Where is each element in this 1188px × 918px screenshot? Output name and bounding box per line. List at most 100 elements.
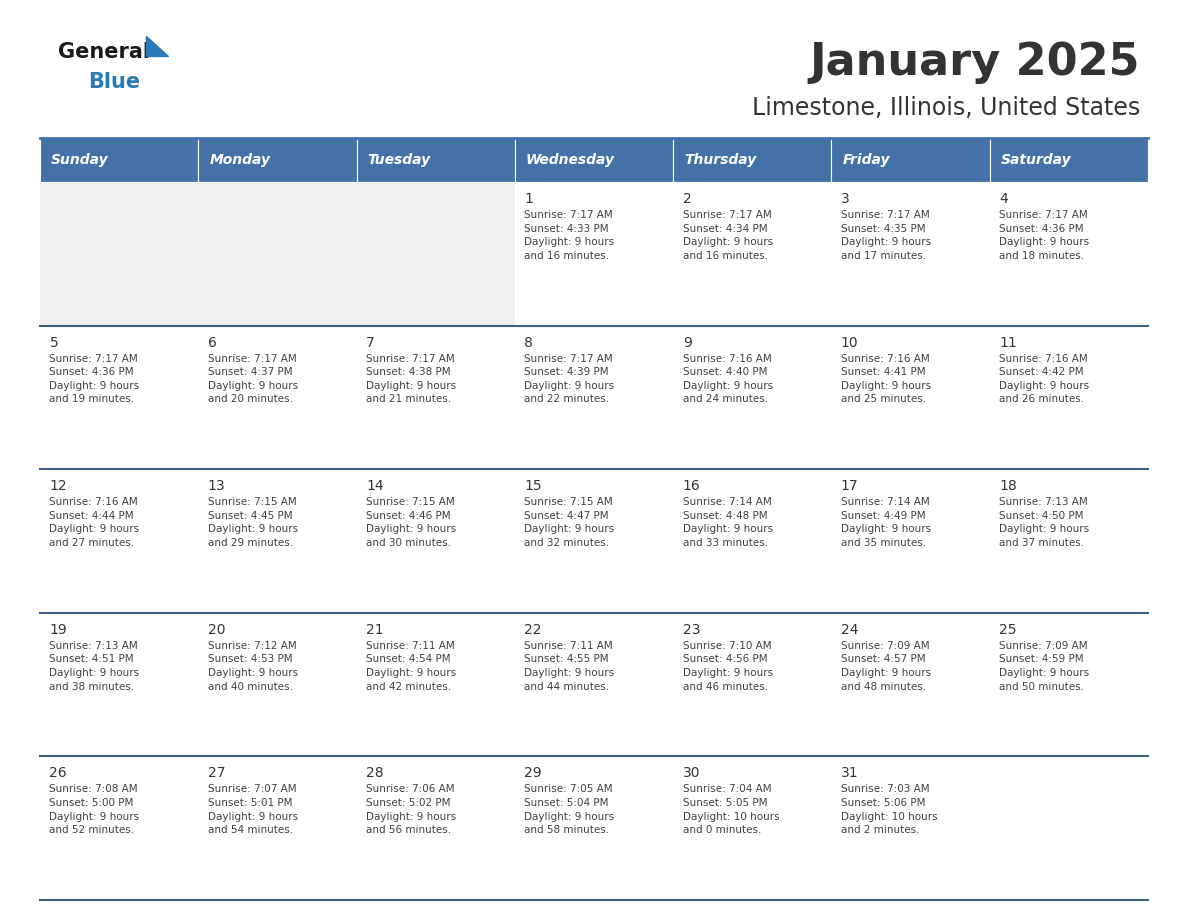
Text: Limestone, Illinois, United States: Limestone, Illinois, United States [752, 96, 1140, 120]
Text: Tuesday: Tuesday [367, 153, 431, 167]
Bar [356, 138, 514, 182]
Bar [832, 326, 990, 469]
Text: 26: 26 [50, 767, 68, 780]
Bar [40, 469, 198, 613]
Bar [674, 326, 832, 469]
Bar [40, 756, 198, 900]
Text: Sunrise: 7:14 AM
Sunset: 4:48 PM
Daylight: 9 hours
and 33 minutes.: Sunrise: 7:14 AM Sunset: 4:48 PM Dayligh… [683, 498, 772, 548]
Text: Sunrise: 7:15 AM
Sunset: 4:45 PM
Daylight: 9 hours
and 29 minutes.: Sunrise: 7:15 AM Sunset: 4:45 PM Dayligh… [208, 498, 298, 548]
Bar [356, 613, 514, 756]
Text: 12: 12 [50, 479, 68, 493]
Bar [990, 182, 1148, 326]
Bar [356, 469, 514, 613]
Text: 7: 7 [366, 336, 375, 350]
Bar [198, 182, 356, 326]
Bar [198, 756, 356, 900]
Text: 2: 2 [683, 192, 691, 206]
Text: Sunrise: 7:16 AM
Sunset: 4:42 PM
Daylight: 9 hours
and 26 minutes.: Sunrise: 7:16 AM Sunset: 4:42 PM Dayligh… [999, 353, 1089, 405]
Text: Sunrise: 7:15 AM
Sunset: 4:47 PM
Daylight: 9 hours
and 32 minutes.: Sunrise: 7:15 AM Sunset: 4:47 PM Dayligh… [524, 498, 614, 548]
Text: Sunrise: 7:03 AM
Sunset: 5:06 PM
Daylight: 10 hours
and 2 minutes.: Sunrise: 7:03 AM Sunset: 5:06 PM Dayligh… [841, 784, 937, 835]
Bar [40, 326, 198, 469]
Text: 17: 17 [841, 479, 859, 493]
Bar [674, 756, 832, 900]
Text: 1: 1 [524, 192, 533, 206]
Text: Sunrise: 7:17 AM
Sunset: 4:37 PM
Daylight: 9 hours
and 20 minutes.: Sunrise: 7:17 AM Sunset: 4:37 PM Dayligh… [208, 353, 298, 405]
Bar [514, 182, 674, 326]
Bar [514, 326, 674, 469]
Bar [514, 138, 674, 182]
Bar [832, 138, 990, 182]
Text: Sunrise: 7:12 AM
Sunset: 4:53 PM
Daylight: 9 hours
and 40 minutes.: Sunrise: 7:12 AM Sunset: 4:53 PM Dayligh… [208, 641, 298, 691]
Bar [40, 182, 198, 326]
Text: 20: 20 [208, 622, 226, 637]
Text: Sunrise: 7:17 AM
Sunset: 4:33 PM
Daylight: 9 hours
and 16 minutes.: Sunrise: 7:17 AM Sunset: 4:33 PM Dayligh… [524, 210, 614, 261]
Bar [674, 613, 832, 756]
Text: 19: 19 [50, 622, 68, 637]
Bar [990, 326, 1148, 469]
Text: Wednesday: Wednesday [526, 153, 615, 167]
Text: Sunrise: 7:17 AM
Sunset: 4:39 PM
Daylight: 9 hours
and 22 minutes.: Sunrise: 7:17 AM Sunset: 4:39 PM Dayligh… [524, 353, 614, 405]
Bar [514, 469, 674, 613]
Text: Sunrise: 7:05 AM
Sunset: 5:04 PM
Daylight: 9 hours
and 58 minutes.: Sunrise: 7:05 AM Sunset: 5:04 PM Dayligh… [524, 784, 614, 835]
Text: 13: 13 [208, 479, 226, 493]
Text: Sunrise: 7:15 AM
Sunset: 4:46 PM
Daylight: 9 hours
and 30 minutes.: Sunrise: 7:15 AM Sunset: 4:46 PM Dayligh… [366, 498, 456, 548]
Text: Sunrise: 7:09 AM
Sunset: 4:59 PM
Daylight: 9 hours
and 50 minutes.: Sunrise: 7:09 AM Sunset: 4:59 PM Dayligh… [999, 641, 1089, 691]
Text: 27: 27 [208, 767, 226, 780]
Bar [674, 182, 832, 326]
Text: Sunrise: 7:10 AM
Sunset: 4:56 PM
Daylight: 9 hours
and 46 minutes.: Sunrise: 7:10 AM Sunset: 4:56 PM Dayligh… [683, 641, 772, 691]
Text: Sunrise: 7:16 AM
Sunset: 4:44 PM
Daylight: 9 hours
and 27 minutes.: Sunrise: 7:16 AM Sunset: 4:44 PM Dayligh… [50, 498, 140, 548]
Text: 11: 11 [999, 336, 1017, 350]
Text: Sunrise: 7:14 AM
Sunset: 4:49 PM
Daylight: 9 hours
and 35 minutes.: Sunrise: 7:14 AM Sunset: 4:49 PM Dayligh… [841, 498, 931, 548]
Text: 4: 4 [999, 192, 1007, 206]
Text: 21: 21 [366, 622, 384, 637]
Text: Monday: Monday [209, 153, 271, 167]
Bar [40, 138, 198, 182]
Text: January 2025: January 2025 [809, 40, 1140, 84]
Text: Sunrise: 7:17 AM
Sunset: 4:36 PM
Daylight: 9 hours
and 18 minutes.: Sunrise: 7:17 AM Sunset: 4:36 PM Dayligh… [999, 210, 1089, 261]
Text: Sunrise: 7:11 AM
Sunset: 4:55 PM
Daylight: 9 hours
and 44 minutes.: Sunrise: 7:11 AM Sunset: 4:55 PM Dayligh… [524, 641, 614, 691]
Text: 22: 22 [524, 622, 542, 637]
Text: Sunrise: 7:11 AM
Sunset: 4:54 PM
Daylight: 9 hours
and 42 minutes.: Sunrise: 7:11 AM Sunset: 4:54 PM Dayligh… [366, 641, 456, 691]
Text: Sunrise: 7:09 AM
Sunset: 4:57 PM
Daylight: 9 hours
and 48 minutes.: Sunrise: 7:09 AM Sunset: 4:57 PM Dayligh… [841, 641, 931, 691]
Text: Friday: Friday [842, 153, 890, 167]
Text: 9: 9 [683, 336, 691, 350]
Bar [514, 613, 674, 756]
Bar [832, 469, 990, 613]
Text: 6: 6 [208, 336, 216, 350]
Text: 24: 24 [841, 622, 859, 637]
Bar [356, 326, 514, 469]
Bar [832, 182, 990, 326]
Text: Sunday: Sunday [51, 153, 109, 167]
Bar [990, 138, 1148, 182]
Text: Sunrise: 7:04 AM
Sunset: 5:05 PM
Daylight: 10 hours
and 0 minutes.: Sunrise: 7:04 AM Sunset: 5:05 PM Dayligh… [683, 784, 779, 835]
Text: 30: 30 [683, 767, 700, 780]
Text: Sunrise: 7:17 AM
Sunset: 4:36 PM
Daylight: 9 hours
and 19 minutes.: Sunrise: 7:17 AM Sunset: 4:36 PM Dayligh… [50, 353, 140, 405]
Bar [356, 182, 514, 326]
Text: 29: 29 [524, 767, 542, 780]
Bar [198, 613, 356, 756]
Text: 16: 16 [683, 479, 701, 493]
Bar [674, 138, 832, 182]
Text: 3: 3 [841, 192, 849, 206]
Text: Sunrise: 7:13 AM
Sunset: 4:51 PM
Daylight: 9 hours
and 38 minutes.: Sunrise: 7:13 AM Sunset: 4:51 PM Dayligh… [50, 641, 140, 691]
Bar [356, 756, 514, 900]
Text: 18: 18 [999, 479, 1017, 493]
Text: 25: 25 [999, 622, 1017, 637]
Text: Sunrise: 7:07 AM
Sunset: 5:01 PM
Daylight: 9 hours
and 54 minutes.: Sunrise: 7:07 AM Sunset: 5:01 PM Dayligh… [208, 784, 298, 835]
Text: 8: 8 [524, 336, 533, 350]
Text: Sunrise: 7:08 AM
Sunset: 5:00 PM
Daylight: 9 hours
and 52 minutes.: Sunrise: 7:08 AM Sunset: 5:00 PM Dayligh… [50, 784, 140, 835]
Bar [990, 756, 1148, 900]
Text: Sunrise: 7:16 AM
Sunset: 4:40 PM
Daylight: 9 hours
and 24 minutes.: Sunrise: 7:16 AM Sunset: 4:40 PM Dayligh… [683, 353, 772, 405]
Bar [198, 326, 356, 469]
Text: Sunrise: 7:13 AM
Sunset: 4:50 PM
Daylight: 9 hours
and 37 minutes.: Sunrise: 7:13 AM Sunset: 4:50 PM Dayligh… [999, 498, 1089, 548]
Text: 15: 15 [524, 479, 542, 493]
Bar [514, 756, 674, 900]
Text: Sunrise: 7:17 AM
Sunset: 4:34 PM
Daylight: 9 hours
and 16 minutes.: Sunrise: 7:17 AM Sunset: 4:34 PM Dayligh… [683, 210, 772, 261]
Text: Saturday: Saturday [1000, 153, 1072, 167]
Bar [674, 469, 832, 613]
Bar [198, 138, 356, 182]
Bar [198, 469, 356, 613]
Text: 28: 28 [366, 767, 384, 780]
Bar [832, 613, 990, 756]
Bar [832, 756, 990, 900]
